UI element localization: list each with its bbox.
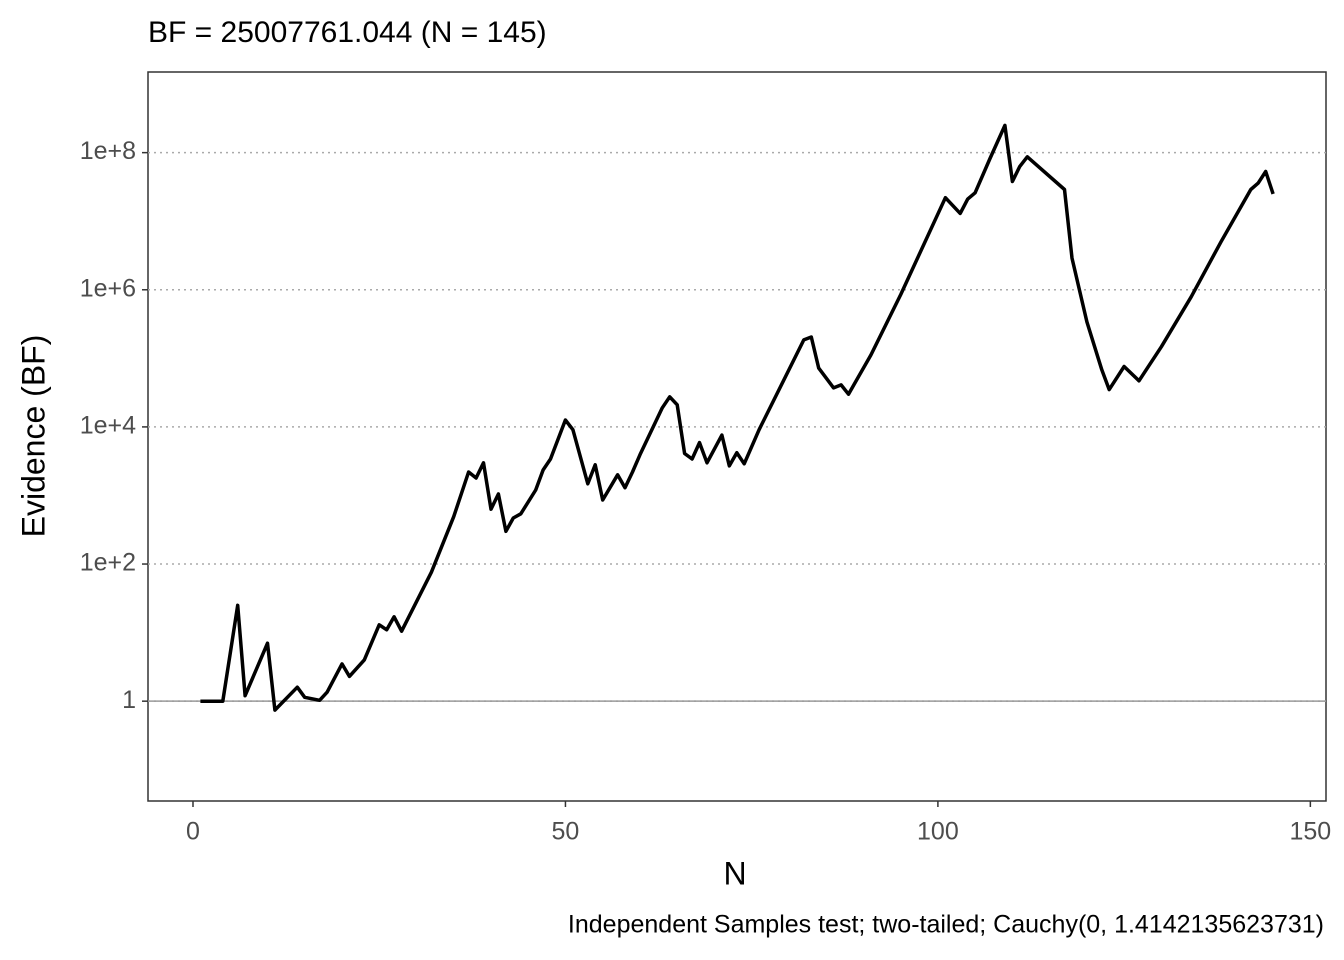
y-tick-label: 1e+4: [80, 412, 136, 440]
panel: [147, 71, 1327, 802]
x-tick-label: 150: [1289, 818, 1331, 846]
caption: Independent Samples test; two-tailed; Ca…: [568, 911, 1324, 939]
x-tick-label: 0: [186, 818, 200, 846]
chart-title: BF = 25007761.044 (N = 145): [148, 16, 547, 49]
x-tick-label: 100: [917, 818, 959, 846]
y-tick-label: 1e+2: [80, 549, 136, 577]
y-axis-title: Evidence (BF): [15, 335, 51, 538]
y-tick-label: 1: [122, 686, 136, 714]
x-tick-label: 50: [552, 818, 580, 846]
data-line: [200, 123, 1275, 712]
y-tick-label: 1e+6: [80, 274, 136, 302]
x-axis-title: N: [723, 855, 746, 891]
y-tick-label: 1e+8: [80, 137, 136, 165]
